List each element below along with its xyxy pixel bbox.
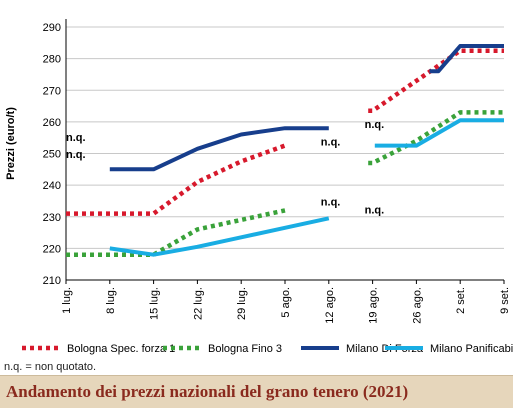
series-3 — [109, 118, 505, 257]
y-tick-label-260: 260 — [43, 117, 61, 129]
nq-annotation-1: n.q. — [66, 149, 86, 161]
y-tick-label-250: 250 — [43, 149, 61, 161]
x-tick-label-2: 15 lug. — [149, 287, 161, 320]
y-tick-labels: 210 220 230 240 250 260 270 280 290 — [43, 22, 61, 287]
y-tick-label-280: 280 — [43, 54, 61, 66]
x-tick-label-5: 5 ago. — [280, 287, 292, 318]
footnote: n.q. = non quotato. — [4, 361, 97, 373]
chart-title: Andamento dei prezzi nazionali del grano… — [6, 382, 409, 401]
series-0-line-segment-0 — [66, 143, 286, 216]
series-2-line-segment-1 — [429, 44, 504, 74]
x-tick-label-4: 29 lug. — [236, 287, 248, 320]
x-tick-label-10: 9 set. — [499, 287, 511, 314]
x-tick-labels: 1 lug. 8 lug. 15 lug. 22 lug. 29 lug. 5 ago. 1… — [61, 287, 511, 324]
y-tick-label-290: 290 — [43, 22, 61, 34]
title-bar: Andamento dei prezzi nazionali del grano… — [0, 375, 513, 408]
y-tick-label-270: 270 — [43, 85, 61, 97]
nq-annotation-3: n.q. — [321, 197, 341, 209]
x-tick-label-7: 19 ago. — [368, 287, 380, 324]
series-3-line-segment-0 — [109, 216, 330, 257]
series-0-line-segment-1 — [368, 48, 504, 114]
x-tick-label-6: 12 ago. — [324, 287, 336, 324]
legend-label-3: Milano Panificabile — [430, 343, 513, 355]
nq-annotation-4: n.q. — [365, 119, 385, 131]
y-tick-label-210: 210 — [43, 275, 61, 287]
y-axis-label: Prezzi (euro/t) — [5, 107, 17, 180]
y-tick-label-240: 240 — [43, 180, 61, 192]
nq-annotation-5: n.q. — [365, 205, 385, 217]
series-0 — [65, 48, 505, 216]
legend-label-1: Bologna Fino 3 — [208, 343, 282, 355]
x-tick-label-9: 2 set. — [455, 287, 467, 314]
series-2 — [109, 44, 505, 172]
series-1-line-segment-1 — [368, 110, 504, 166]
nq-annotation-2: n.q. — [321, 137, 341, 149]
x-tick-label-0: 1 lug. — [61, 287, 73, 314]
x-tick-label-1: 8 lug. — [105, 287, 117, 314]
legend-label-0: Bologna Spec. forza 1 — [67, 343, 175, 355]
price-line-chart: 210 220 230 240 250 260 270 280 290 1 lug. 8 lug.… — [5, 19, 513, 355]
y-tick-label-220: 220 — [43, 243, 61, 255]
grid-lines — [66, 26, 504, 249]
series-1-line-segment-0 — [66, 208, 286, 257]
axes — [65, 19, 505, 284]
series-2-line-segment-0 — [109, 126, 329, 172]
nq-annotations: n.q. n.q. n.q. n.q. n.q. n.q. — [66, 119, 384, 216]
x-tick-label-3: 22 lug. — [192, 287, 204, 320]
legend: Bologna Spec. forza 1 Bologna Fino 3 Milan… — [22, 343, 513, 355]
series-lines — [65, 44, 505, 257]
y-tick-label-230: 230 — [43, 212, 61, 224]
x-tick-label-8: 26 ago. — [411, 287, 423, 324]
nq-annotation-0: n.q. — [66, 132, 86, 144]
